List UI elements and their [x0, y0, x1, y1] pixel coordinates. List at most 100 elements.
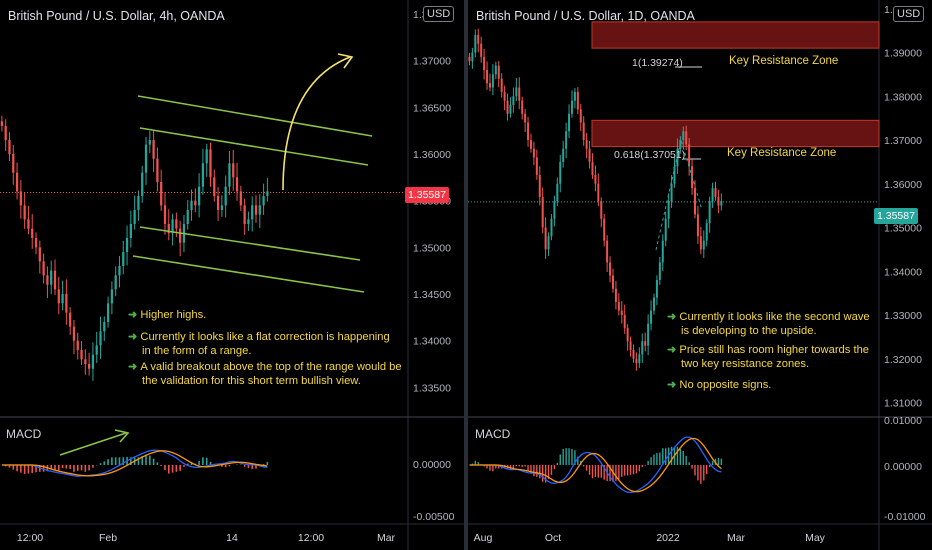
- candle-body: [144, 144, 148, 173]
- candle-body: [617, 301, 620, 311]
- candle-body: [658, 262, 661, 280]
- candle-body: [585, 140, 588, 149]
- candle-body: [518, 87, 521, 101]
- x-tick-label: Mar: [727, 532, 746, 544]
- candle-body: [644, 341, 647, 346]
- candle-body: [635, 358, 638, 364]
- candle-body: [254, 205, 258, 215]
- candle-body: [483, 56, 486, 70]
- candle-body: [258, 205, 261, 215]
- candle-body: [524, 113, 527, 123]
- note-1: ➜ Currently it looks like the second wave…: [667, 311, 870, 337]
- candle-body: [99, 331, 102, 346]
- y-tick-label: 1.36000: [884, 179, 922, 191]
- candle-body: [247, 219, 250, 224]
- candle-body: [160, 182, 163, 206]
- resistance-zone-label-1: Key Resistance Zone: [729, 55, 839, 67]
- chart-panel-4h[interactable]: 1.375001.370001.365001.360001.355001.350…: [0, 0, 464, 550]
- candle-body: [474, 35, 477, 53]
- candle-body: [216, 196, 220, 210]
- macd-label: MACD: [6, 427, 42, 441]
- x-tick-label: Feb: [99, 532, 117, 544]
- wave-projection-line: [655, 138, 703, 251]
- candle-body: [239, 191, 242, 206]
- candle-body: [582, 122, 585, 140]
- range-channel-line: [139, 127, 369, 166]
- macd-y-tick-label: -0.00500: [413, 511, 455, 523]
- candle-body: [171, 219, 174, 234]
- candle-body: [190, 200, 193, 210]
- y-tick-label: 1.38000: [884, 91, 922, 103]
- macd-signal-line: [469, 437, 722, 493]
- candle-body: [506, 100, 509, 114]
- arrow-right-icon: ➜: [128, 331, 138, 343]
- candle-body: [702, 240, 705, 250]
- arrow-right-icon: ➜: [128, 309, 138, 321]
- candle-body: [220, 205, 224, 210]
- candle-body: [34, 238, 38, 248]
- candle-body: [471, 52, 474, 62]
- candle-body: [503, 91, 506, 101]
- range-channel-line: [139, 226, 361, 261]
- candle-body: [623, 315, 626, 329]
- chart-title: British Pound / U.S. Dollar, 1D, OANDA: [476, 9, 695, 23]
- candle-body: [714, 188, 717, 197]
- candle-body: [591, 161, 594, 175]
- fib-level-0618: 0.618(1.37051): [614, 149, 686, 161]
- candle-body: [106, 303, 110, 322]
- chart-panel-1d[interactable]: 1.400001.390001.380001.370001.360001.350…: [468, 0, 932, 550]
- candle-body: [80, 350, 83, 360]
- currency-badge[interactable]: USD: [423, 6, 455, 22]
- x-tick-label: 12:00: [17, 532, 43, 544]
- y-tick-label: 1.36000: [413, 149, 451, 161]
- resistance-zone: [591, 21, 880, 49]
- candle-body: [527, 122, 530, 140]
- candle-body: [632, 350, 635, 359]
- candle-body: [652, 297, 655, 311]
- candle-body: [603, 218, 606, 241]
- candle-body: [606, 240, 609, 263]
- candle-body: [152, 140, 155, 159]
- candle-body: [76, 340, 79, 350]
- candle-body: [685, 131, 688, 145]
- candle-body: [568, 113, 571, 132]
- candle-body: [500, 78, 503, 92]
- candle-body: [720, 201, 723, 206]
- candle-body: [529, 140, 532, 149]
- arrow-right-icon: ➜: [128, 361, 138, 373]
- candle-body: [559, 161, 562, 184]
- candle-body: [213, 177, 216, 196]
- macd-signal-line: [1, 450, 268, 477]
- y-tick-label: 1.37000: [884, 135, 922, 147]
- y-tick-label: 1.35000: [884, 223, 922, 235]
- candle-body: [708, 201, 711, 224]
- arrow-right-icon: ➜: [667, 311, 677, 323]
- candle-body: [84, 359, 87, 364]
- chart-4h-canvas[interactable]: 1.375001.370001.365001.360001.355001.350…: [0, 0, 464, 550]
- candle-body: [156, 158, 159, 182]
- candle-body: [72, 326, 76, 341]
- macd-line: [469, 436, 722, 494]
- panel-divider[interactable]: [464, 0, 468, 550]
- candle-body: [641, 341, 644, 355]
- candle-body: [179, 228, 182, 243]
- candle-body: [137, 196, 140, 210]
- candle-body: [550, 218, 553, 237]
- candle-body: [565, 131, 568, 149]
- candle-body: [480, 43, 483, 57]
- candle-body: [163, 205, 167, 224]
- arrow-right-icon: ➜: [667, 344, 677, 356]
- candle-body: [661, 240, 664, 263]
- candle-body: [600, 201, 603, 219]
- candle-body: [673, 166, 676, 184]
- candle-body: [141, 172, 144, 196]
- candle-body: [50, 270, 53, 285]
- chart-1d-canvas[interactable]: 1.400001.390001.380001.370001.360001.350…: [468, 0, 932, 550]
- candle-body: [538, 175, 541, 197]
- candle-body: [693, 188, 696, 215]
- currency-badge[interactable]: USD: [893, 6, 925, 22]
- candle-body: [235, 177, 239, 192]
- x-tick-label: 12:00: [298, 532, 324, 544]
- candle-body: [110, 289, 114, 304]
- candle-body: [228, 163, 231, 187]
